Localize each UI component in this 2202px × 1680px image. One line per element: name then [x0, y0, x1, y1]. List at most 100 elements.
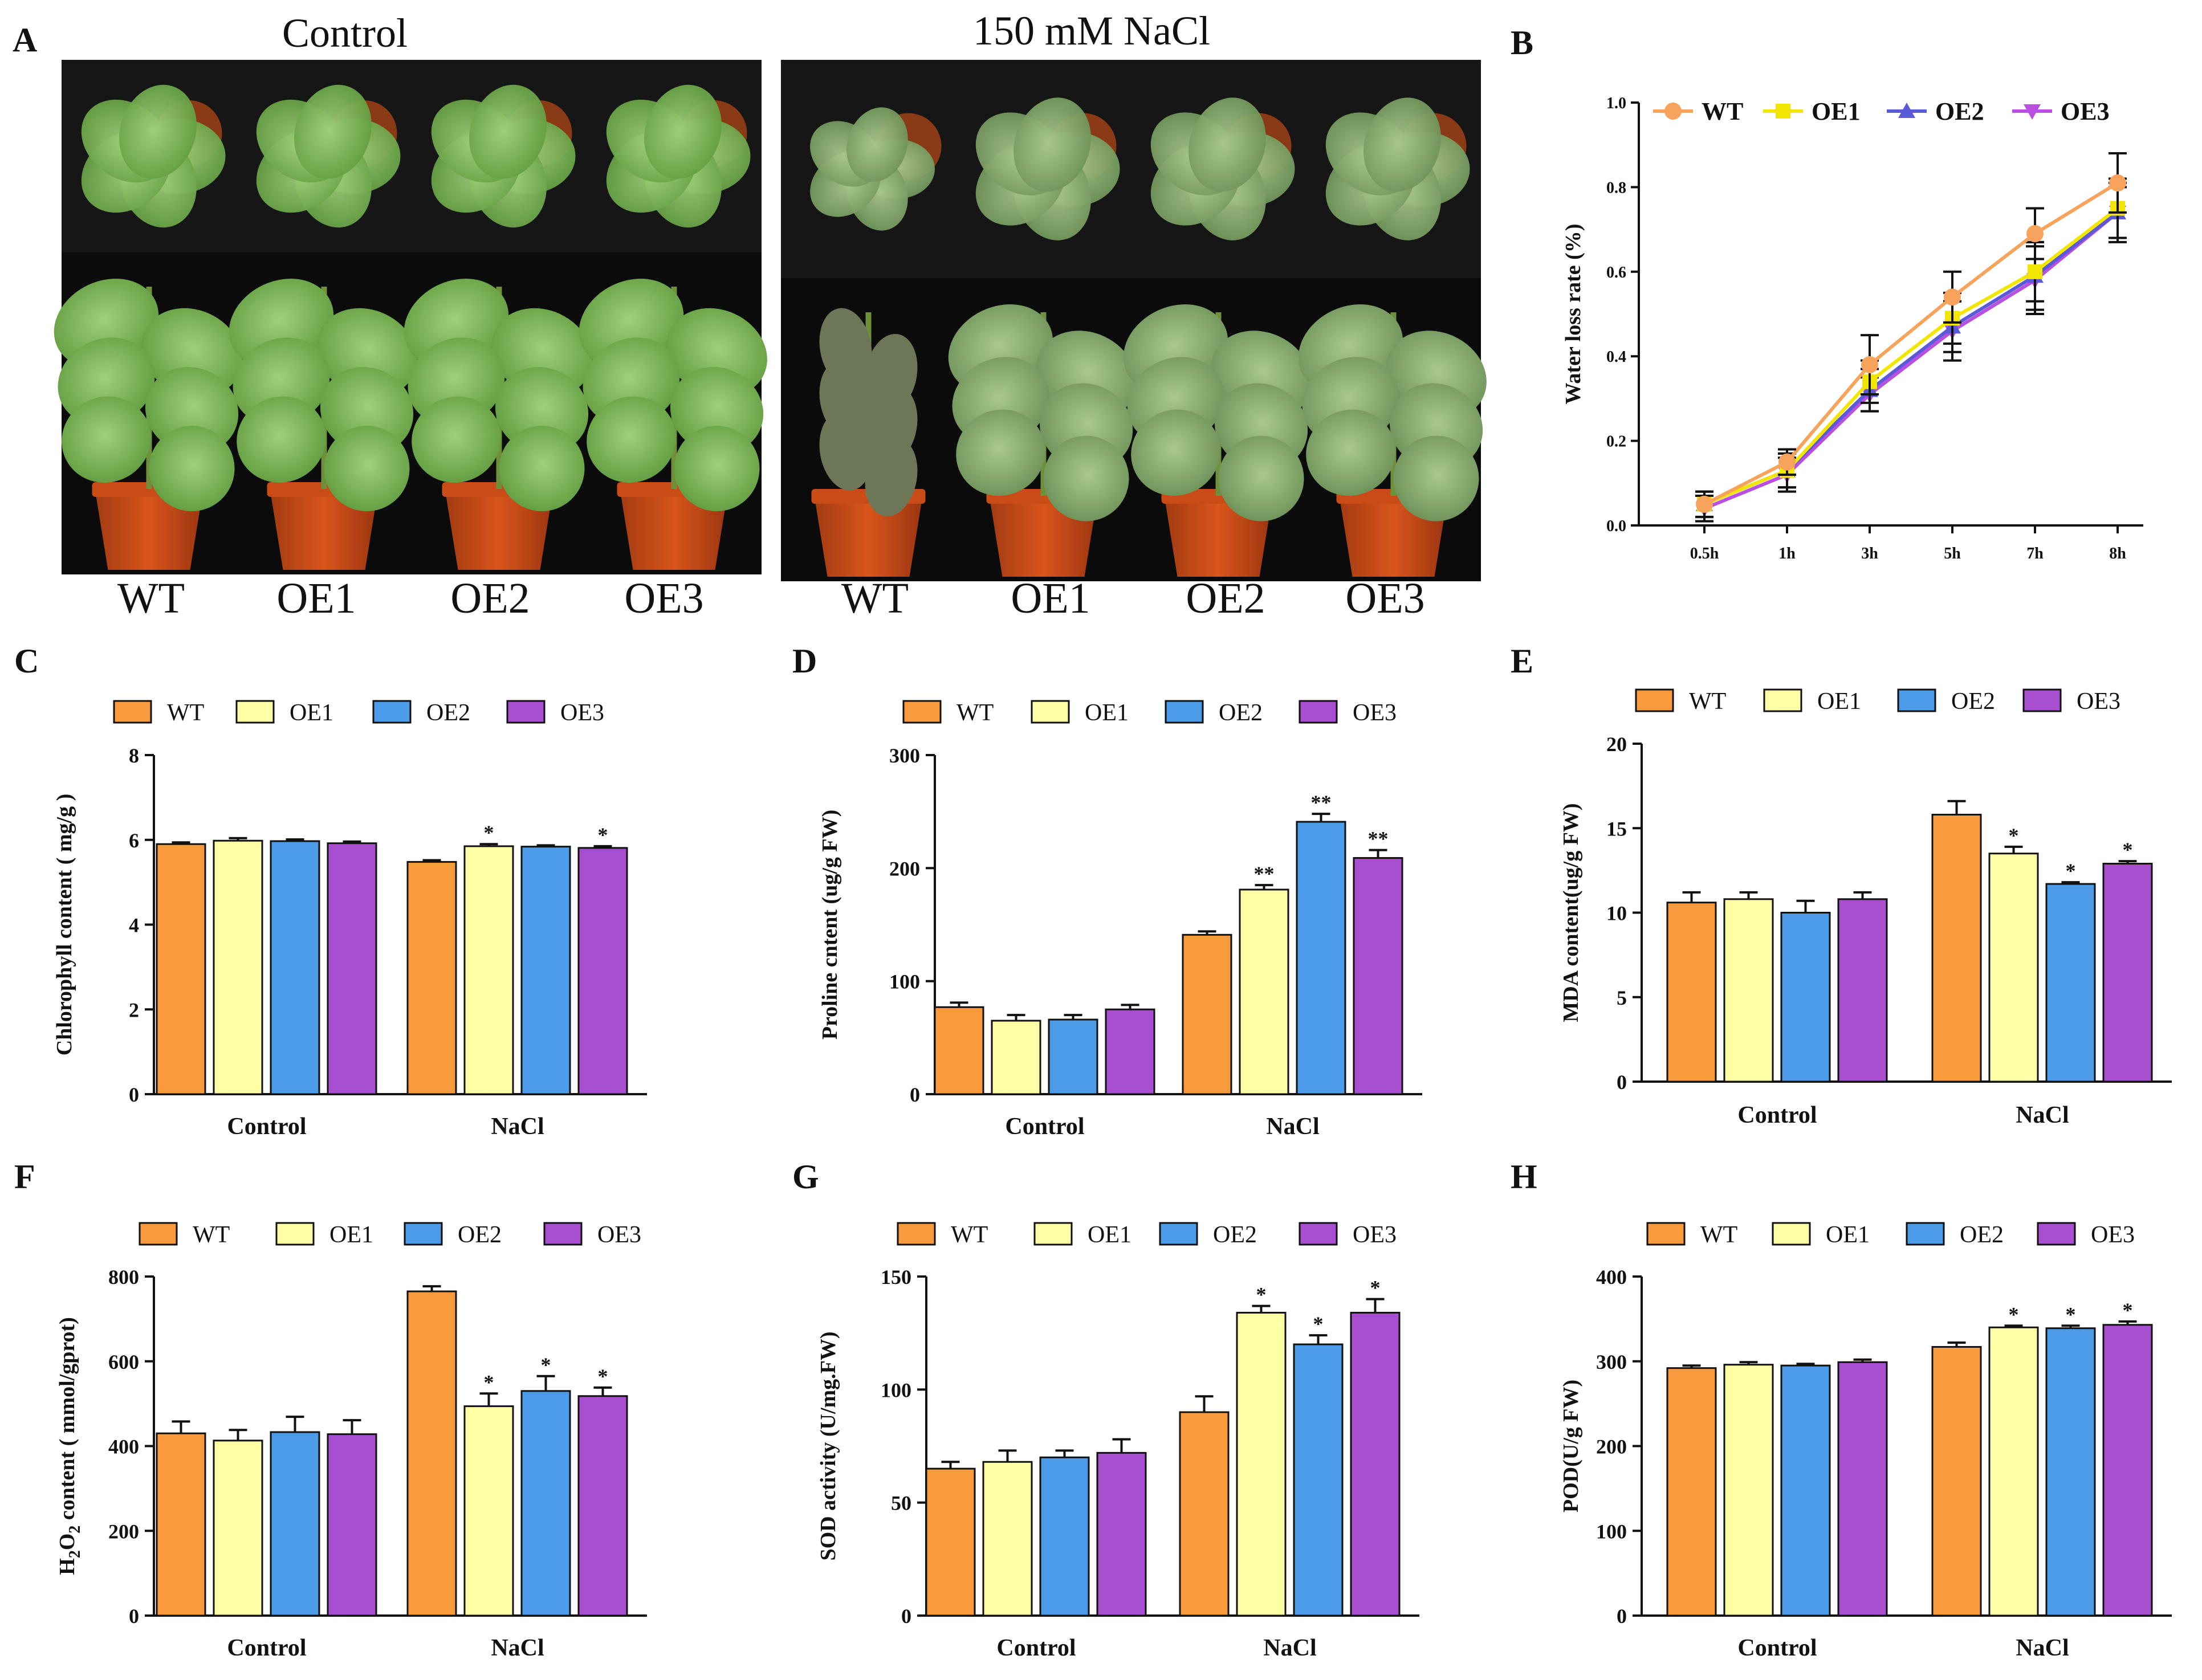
bar-oe2-control — [1048, 1018, 1098, 1095]
geno-label-left-oe3: OE3 — [624, 574, 703, 622]
legend-label-oe2: OE2 — [1935, 97, 1984, 125]
series-line-oe3 — [1703, 211, 2119, 511]
bar-oe1-control — [1723, 898, 1774, 1083]
legend-marker — [1898, 103, 1915, 118]
leaf-side-view — [324, 426, 410, 512]
data-point-wt — [2109, 174, 2126, 191]
y-tick-label: 8 — [129, 744, 139, 767]
bar-oe3-control — [1105, 1008, 1155, 1095]
significance-mark: * — [2009, 824, 2019, 847]
leaf-side-view — [1043, 435, 1129, 521]
legend-label-oe3: OE3 — [1353, 700, 1397, 726]
y-axis-label-part: content ( mmol/gprot) — [55, 1317, 79, 1526]
legend-label-oe1: OE1 — [1826, 1222, 1870, 1248]
y-tick-label: 300 — [889, 744, 920, 767]
category-label-nacl: NaCl — [491, 1635, 544, 1661]
significance-mark: * — [598, 823, 608, 846]
y-axis-label: MDA content(ug/g FW) — [1559, 803, 1583, 1022]
legend-label-oe2: OE2 — [1951, 688, 1995, 715]
pot — [270, 489, 378, 570]
geno-label-left-oe1: OE1 — [276, 574, 356, 622]
leaf-top-view — [644, 84, 722, 179]
legend-swatch-oe1 — [1033, 1222, 1073, 1246]
bar-wt-control — [156, 843, 206, 1095]
y-axis-label-subscript: 2 — [66, 1526, 84, 1534]
significance-mark: ** — [1254, 862, 1275, 885]
leaf-top-view — [294, 84, 372, 179]
legend-swatch-oe3 — [2022, 688, 2062, 712]
geno-label-right-oe2: OE2 — [1186, 574, 1265, 622]
bar-oe3-nacl — [577, 847, 628, 1095]
y-axis-label-part: H — [55, 1558, 79, 1575]
photo-control-plants — [54, 60, 767, 574]
geno-label-left-oe2: OE2 — [450, 574, 530, 622]
legend-label-oe2: OE2 — [1213, 1222, 1257, 1248]
significance-mark: * — [1370, 1277, 1381, 1299]
legend-label-oe3: OE3 — [560, 700, 604, 726]
significance-mark: * — [484, 821, 494, 844]
y-tick-label: 0.0 — [1606, 517, 1626, 535]
legend-swatch-wt — [113, 700, 152, 724]
chart-g: G 0 50 100 150 SOD activity (U/mg.FW) Control *… — [792, 1158, 1419, 1661]
legend-label-oe3: OE3 — [2091, 1222, 2135, 1248]
legend-swatch-wt — [902, 700, 942, 724]
y-tick-label: 20 — [1606, 733, 1627, 756]
leaf-top-view — [1188, 97, 1266, 192]
y-tick-label: 10 — [1606, 902, 1627, 925]
bar-oe1-nacl — [1239, 888, 1289, 1095]
bar-oe3-control — [1096, 1451, 1147, 1617]
leaf-side-view — [670, 367, 764, 454]
y-axis-label: H2O2 content ( mmol/gprot) — [55, 1317, 84, 1575]
significance-mark: ** — [1368, 827, 1389, 850]
legend-label-wt: WT — [1700, 1222, 1737, 1248]
y-axis-label: Proline cntent (ug/g FW) — [818, 810, 842, 1040]
category-label-nacl: NaCl — [1263, 1635, 1316, 1661]
leaf-top-view — [469, 84, 547, 179]
chart-d: D 0 100 200 300 Proline cntent (ug/g FW) Contr… — [792, 642, 1422, 1140]
legend-label-oe1: OE1 — [1817, 688, 1861, 715]
leaf-side-view — [956, 409, 1045, 496]
y-tick-label: 0 — [129, 1083, 139, 1106]
legend-marker — [1776, 104, 1790, 119]
category-label-control: Control — [1737, 1635, 1817, 1661]
bar-wt-nacl — [1182, 933, 1232, 1095]
category-label-control: Control — [227, 1114, 306, 1140]
geno-label-right-wt: WT — [841, 574, 909, 622]
legend-swatch-oe2 — [1159, 1222, 1198, 1246]
y-tick-label: 0.8 — [1606, 179, 1626, 197]
panel-a: A Control 150 mM NaCl WT OE1 OE2 OE3 WT … — [13, 8, 1487, 622]
series-line-oe1 — [1703, 207, 2119, 506]
bar-oe1-control — [1723, 1364, 1774, 1617]
legend-swatch-oe2 — [1897, 688, 1936, 712]
bar-oe3-nacl — [2102, 863, 2153, 1083]
panel-letter-b: B — [1511, 24, 1533, 62]
legend-label-oe1: OE1 — [1085, 700, 1129, 726]
leaf-side-view — [865, 437, 918, 517]
bar-oe1-control — [213, 839, 263, 1095]
x-tick-label: 0.5h — [1690, 545, 1719, 562]
bar-oe2-nacl — [520, 1390, 571, 1617]
legend-label-wt: WT — [1689, 688, 1726, 715]
panel-letter-d: D — [792, 642, 817, 680]
category-label-control: Control — [227, 1635, 306, 1661]
y-tick-label: 50 — [891, 1492, 911, 1515]
bar-wt-nacl — [406, 1290, 457, 1617]
legend-swatch-oe2 — [1906, 1222, 1945, 1246]
category-label-control: Control — [1005, 1114, 1084, 1140]
bar-oe2-control — [270, 1431, 320, 1617]
category-label-nacl: NaCl — [491, 1114, 544, 1140]
y-tick-label: 0 — [1617, 1605, 1627, 1628]
panel-letter-g: G — [792, 1158, 819, 1196]
y-tick-label: 150 — [881, 1266, 911, 1288]
y-tick-label: 100 — [889, 971, 920, 993]
legend-label-wt: WT — [1702, 97, 1743, 125]
legend-swatch-oe1 — [1763, 688, 1802, 712]
leaf-side-view — [1393, 435, 1479, 521]
legend-swatch-oe3 — [543, 1222, 583, 1246]
chart-c: C 0 2 4 6 8 Chlorophyll content ( mg/g ) Contro… — [14, 642, 647, 1140]
y-tick-label: 0 — [910, 1083, 920, 1106]
panel-letter-c: C — [14, 642, 39, 680]
leaf-side-view — [237, 396, 326, 483]
